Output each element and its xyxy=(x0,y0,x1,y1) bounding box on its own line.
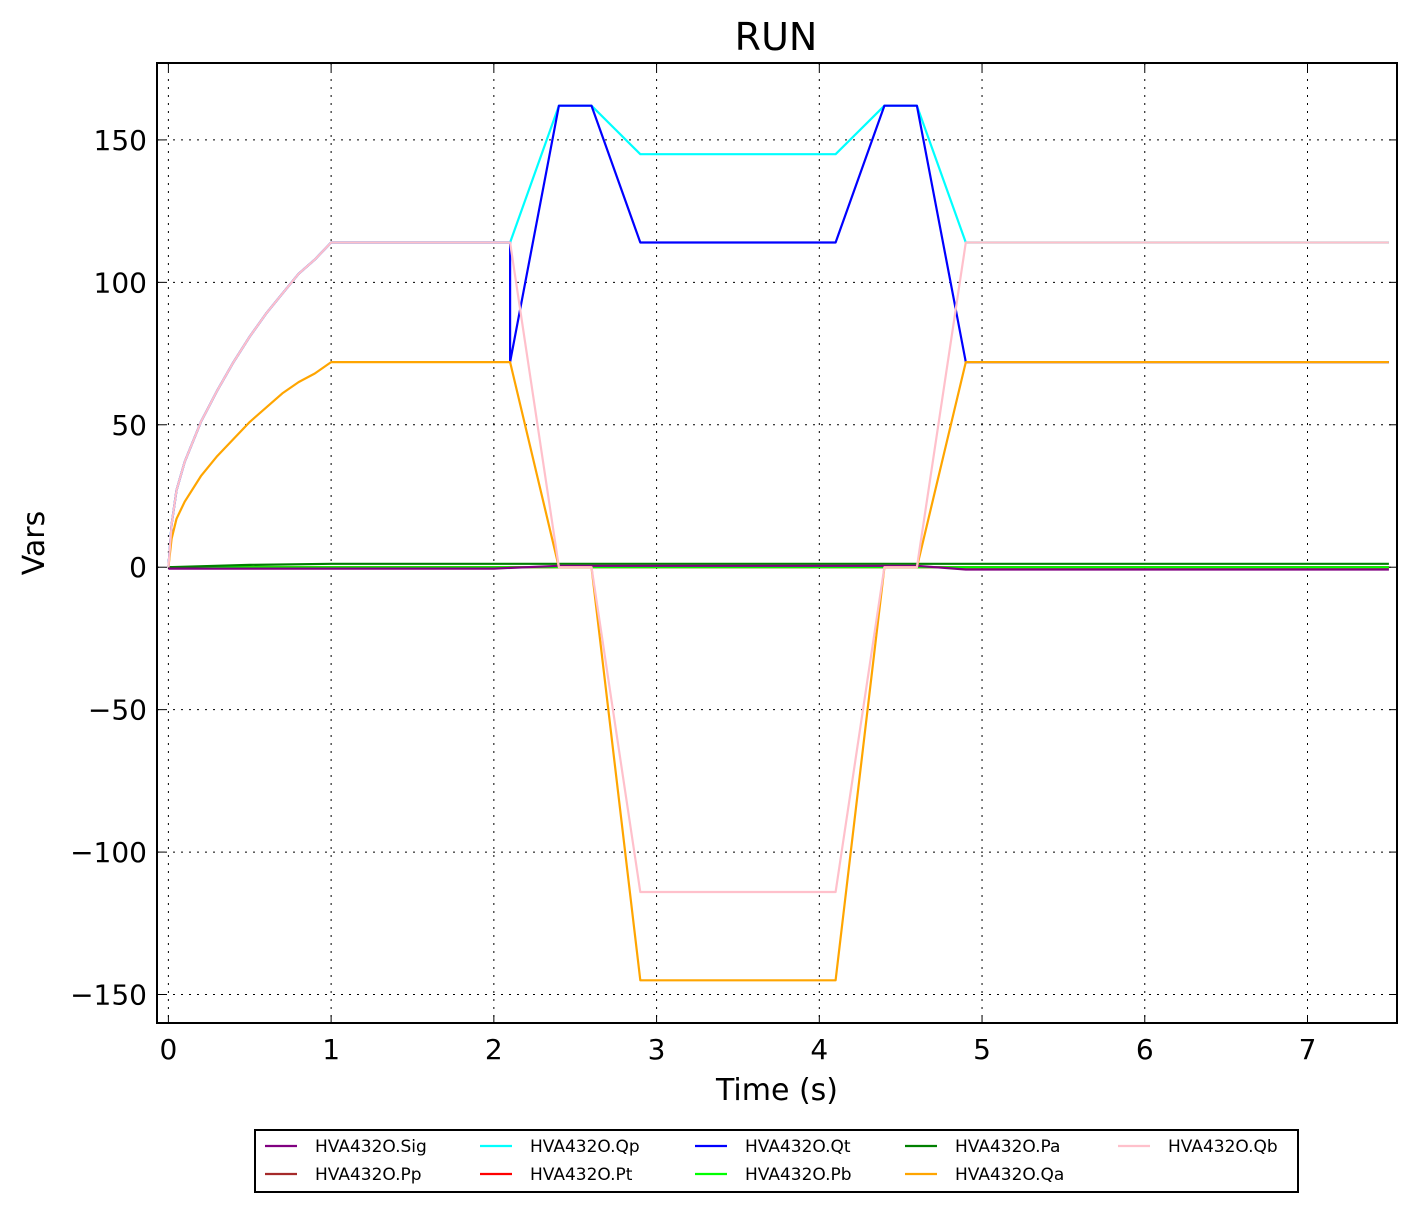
ticks: 0 1 2 3 4 5 6 7 150 100 50 0 −50 −100 −150 xyxy=(70,63,1397,1066)
legend-entry-label: HVA432O.Qt xyxy=(745,1137,851,1157)
x-tick-label: 4 xyxy=(810,1033,828,1066)
legend: HVA432O.Sig HVA432O.Qp HVA432O.Qt HVA432O.P… xyxy=(254,1129,1299,1193)
y-tick-label: 150 xyxy=(94,124,147,157)
series-line-hva432o-sig xyxy=(168,564,1389,571)
y-tick-label: 50 xyxy=(111,409,147,442)
x-tick-label: 6 xyxy=(1136,1033,1154,1066)
series-line-hva432o-qp xyxy=(167,104,1389,568)
series-line-hva432o-qt xyxy=(167,104,1389,568)
y-tick-label: 100 xyxy=(94,266,147,299)
legend-entry-label: HVA432O.Pt xyxy=(530,1165,633,1185)
x-tick-label: 2 xyxy=(485,1033,503,1066)
legend-entry-label: HVA432O.Qa xyxy=(955,1165,1064,1185)
x-axis-label: Time (s) xyxy=(715,1073,838,1108)
x-tick-label: 0 xyxy=(159,1033,177,1066)
x-tick-label: 3 xyxy=(648,1033,666,1066)
legend-entry-label: HVA432O.Qp xyxy=(530,1137,640,1157)
series-line-hva432o-qa xyxy=(167,361,1389,982)
y-tick-label: −50 xyxy=(88,694,147,727)
x-tick-label: 7 xyxy=(1299,1033,1317,1066)
y-tick-label: −100 xyxy=(70,836,147,869)
legend-entry-label: HVA432O.Pa xyxy=(955,1137,1060,1157)
chart-title: RUN xyxy=(735,15,818,59)
y-axis-label: Vars xyxy=(17,511,52,576)
legend-entry-label: HVA432O.Qb xyxy=(1168,1137,1278,1157)
x-tick-label: 1 xyxy=(322,1033,340,1066)
y-tick-label: 0 xyxy=(129,551,147,584)
x-tick-label: 5 xyxy=(973,1033,991,1066)
grid xyxy=(157,63,1397,1023)
plot-frame xyxy=(156,62,1398,1024)
legend-box xyxy=(254,1129,1299,1193)
series-layer xyxy=(167,104,1389,982)
series-line-hva432o-pa xyxy=(168,562,1389,569)
legend-entry-label: HVA432O.Sig xyxy=(315,1137,427,1157)
legend-entry-label: HVA432O.Pb xyxy=(745,1165,852,1185)
legend-entry-label: HVA432O.Pp xyxy=(315,1165,422,1185)
y-tick-label: −150 xyxy=(70,979,147,1012)
series-line-hva432o-qb xyxy=(167,241,1389,894)
